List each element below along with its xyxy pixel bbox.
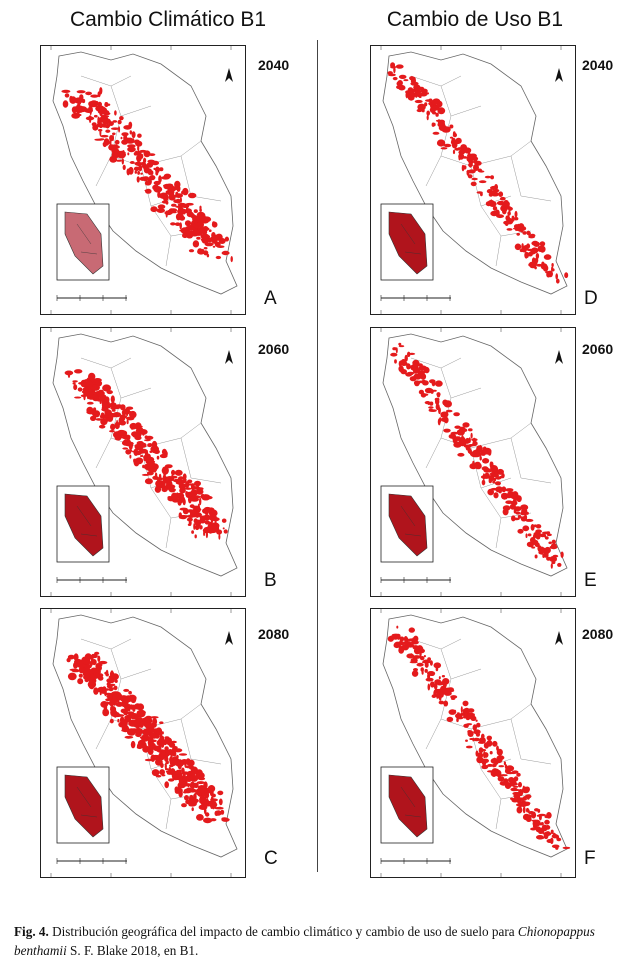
caption-fig-label: Fig. 4.: [14, 924, 49, 939]
map-frame: [370, 45, 576, 315]
column-divider: [317, 40, 318, 872]
panel-letter: E: [584, 570, 597, 591]
map-frame: [40, 45, 246, 315]
map-frame: [370, 608, 576, 878]
peru-map-b: [50, 328, 238, 596]
peru-map-a: [50, 46, 238, 314]
panel-letter: F: [584, 848, 596, 869]
map-frame: [40, 608, 246, 878]
year-label: 2040: [258, 57, 290, 73]
caption-text-1: Distribución geográfica del impacto de c…: [52, 924, 515, 939]
panel-letter: A: [264, 288, 277, 309]
year-label: 2080: [258, 626, 290, 642]
map-frame: [370, 327, 576, 597]
caption-text-2: S. F. Blake 2018, en B1.: [70, 943, 199, 958]
year-label: 2080: [582, 626, 614, 642]
peru-map-c: [50, 609, 238, 877]
caption-species: Chionopappus benthamii: [14, 924, 595, 958]
year-label: 2060: [258, 341, 290, 357]
peru-map-d: [380, 46, 569, 314]
peru-map-e: [380, 328, 568, 596]
panel-letter: B: [264, 570, 277, 591]
peru-map-f: [380, 609, 571, 877]
column-title-left: Cambio Climático B1: [69, 8, 267, 31]
column-title-right: Cambio de Uso B1: [386, 8, 564, 31]
year-label: 2040: [582, 57, 614, 73]
panel-letter: D: [584, 288, 598, 309]
panel-letter: C: [264, 848, 278, 869]
map-frame: [40, 327, 246, 597]
figure-caption: Fig. 4. Distribución geográfica del impa…: [14, 922, 614, 960]
year-label: 2060: [582, 341, 614, 357]
